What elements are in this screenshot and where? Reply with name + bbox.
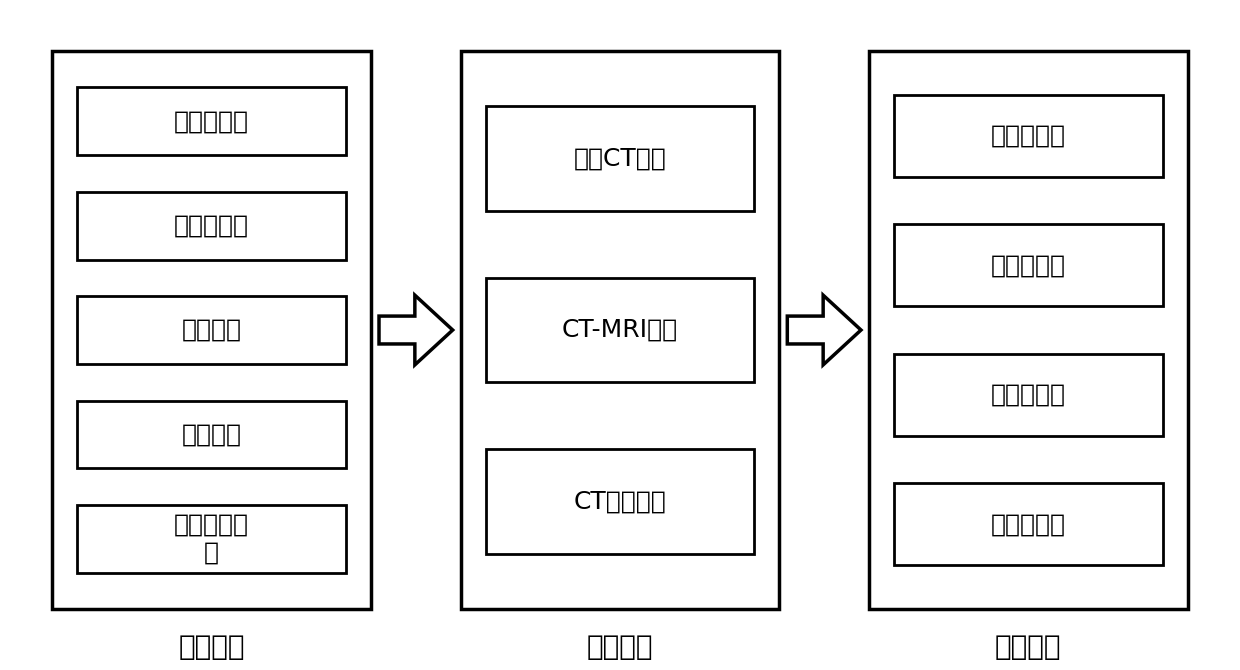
Text: CT-MRI配准: CT-MRI配准 [562, 318, 678, 342]
Bar [77, 505, 346, 573]
Bar [461, 51, 779, 609]
Text: CT空间定位: CT空间定位 [574, 489, 666, 513]
Text: 扫描CT图像: 扫描CT图像 [574, 147, 666, 171]
Bar [77, 192, 346, 259]
Text: 术前规划: 术前规划 [179, 632, 246, 661]
Bar [77, 296, 346, 364]
Bar [894, 224, 1163, 306]
Bar [894, 95, 1163, 177]
Text: 前列腺分割: 前列腺分割 [174, 214, 249, 238]
Bar [52, 51, 371, 609]
Text: 穿刺针标定: 穿刺针标定 [991, 124, 1066, 148]
Text: 图像预处理: 图像预处理 [174, 109, 249, 133]
Bar [486, 278, 754, 383]
Bar [77, 87, 346, 155]
Text: 穿刺针显示: 穿刺针显示 [991, 253, 1066, 277]
Text: 穿刺引导: 穿刺引导 [994, 632, 1061, 661]
Bar [486, 107, 754, 211]
Bar [486, 449, 754, 553]
Bar [869, 51, 1188, 609]
Bar [894, 354, 1163, 436]
Text: 空间定位: 空间定位 [587, 632, 653, 661]
Text: 穿刺针引导: 穿刺针引导 [991, 383, 1066, 407]
Text: 三维建模: 三维建模 [182, 422, 242, 446]
Polygon shape [787, 295, 861, 365]
Text: 穿刺路径规
划: 穿刺路径规 划 [174, 513, 249, 565]
Text: 标记病灶: 标记病灶 [182, 318, 242, 342]
Bar [894, 483, 1163, 565]
Polygon shape [379, 295, 453, 365]
Bar [77, 401, 346, 468]
Text: 穿刺针验证: 穿刺针验证 [991, 512, 1066, 536]
